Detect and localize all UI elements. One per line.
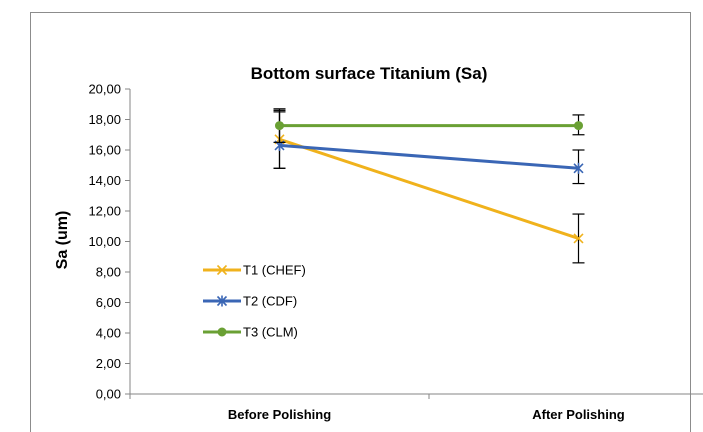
y-tick-label: 4,00 <box>96 326 121 341</box>
frame-border-left <box>30 12 31 432</box>
legend-label: T3 (CLM) <box>243 325 298 340</box>
data-point <box>573 162 584 174</box>
series-line <box>279 137 579 240</box>
y-axis-label: Sa (um) <box>54 211 71 270</box>
legend-label: T1 (CHEF) <box>243 263 306 278</box>
y-tick-label: 18,00 <box>88 112 121 127</box>
y-tick-label: 20,00 <box>88 82 121 97</box>
frame-border-right <box>690 12 691 432</box>
data-point <box>574 121 583 131</box>
x-tick-label: Before Polishing <box>228 407 331 422</box>
y-tick-label: 2,00 <box>96 356 121 371</box>
y-axis-ticks: 0,00 2,00 4,00 6,00 8,00 10,00 12,00 14,00 16,00… <box>88 82 130 402</box>
legend-item: T2 (CDF) <box>203 294 297 309</box>
y-tick-label: 6,00 <box>96 295 121 310</box>
y-tick-label: 16,00 <box>88 143 121 158</box>
legend-marker <box>216 264 228 276</box>
chart-title: Bottom surface Titanium (Sa) <box>251 64 488 83</box>
legend-item: T3 (CLM) <box>203 325 298 340</box>
y-tick-label: 10,00 <box>88 234 121 249</box>
series-line <box>279 143 579 170</box>
legend-marker <box>216 295 228 307</box>
series-3 <box>273 109 585 143</box>
frame-border-top <box>30 12 690 13</box>
x-tick-label: After Polishing <box>532 407 625 422</box>
series-1 <box>273 111 585 264</box>
x-axis-ticks: Before Polishing After Polishing <box>129 394 625 422</box>
legend: T1 (CHEF) T2 (CDF) T3 (CLM) <box>203 263 306 340</box>
legend-marker <box>217 327 227 337</box>
y-tick-label: 8,00 <box>96 265 121 280</box>
legend-item: T1 (CHEF) <box>203 263 306 278</box>
series-2 <box>273 108 585 185</box>
data-point <box>275 121 284 131</box>
legend-label: T2 (CDF) <box>243 294 297 309</box>
axes <box>129 89 703 395</box>
series-layer <box>273 108 585 264</box>
y-tick-label: 14,00 <box>88 173 121 188</box>
y-tick-label: 12,00 <box>88 204 121 219</box>
y-tick-label: 0,00 <box>96 387 121 402</box>
data-point <box>573 233 584 244</box>
